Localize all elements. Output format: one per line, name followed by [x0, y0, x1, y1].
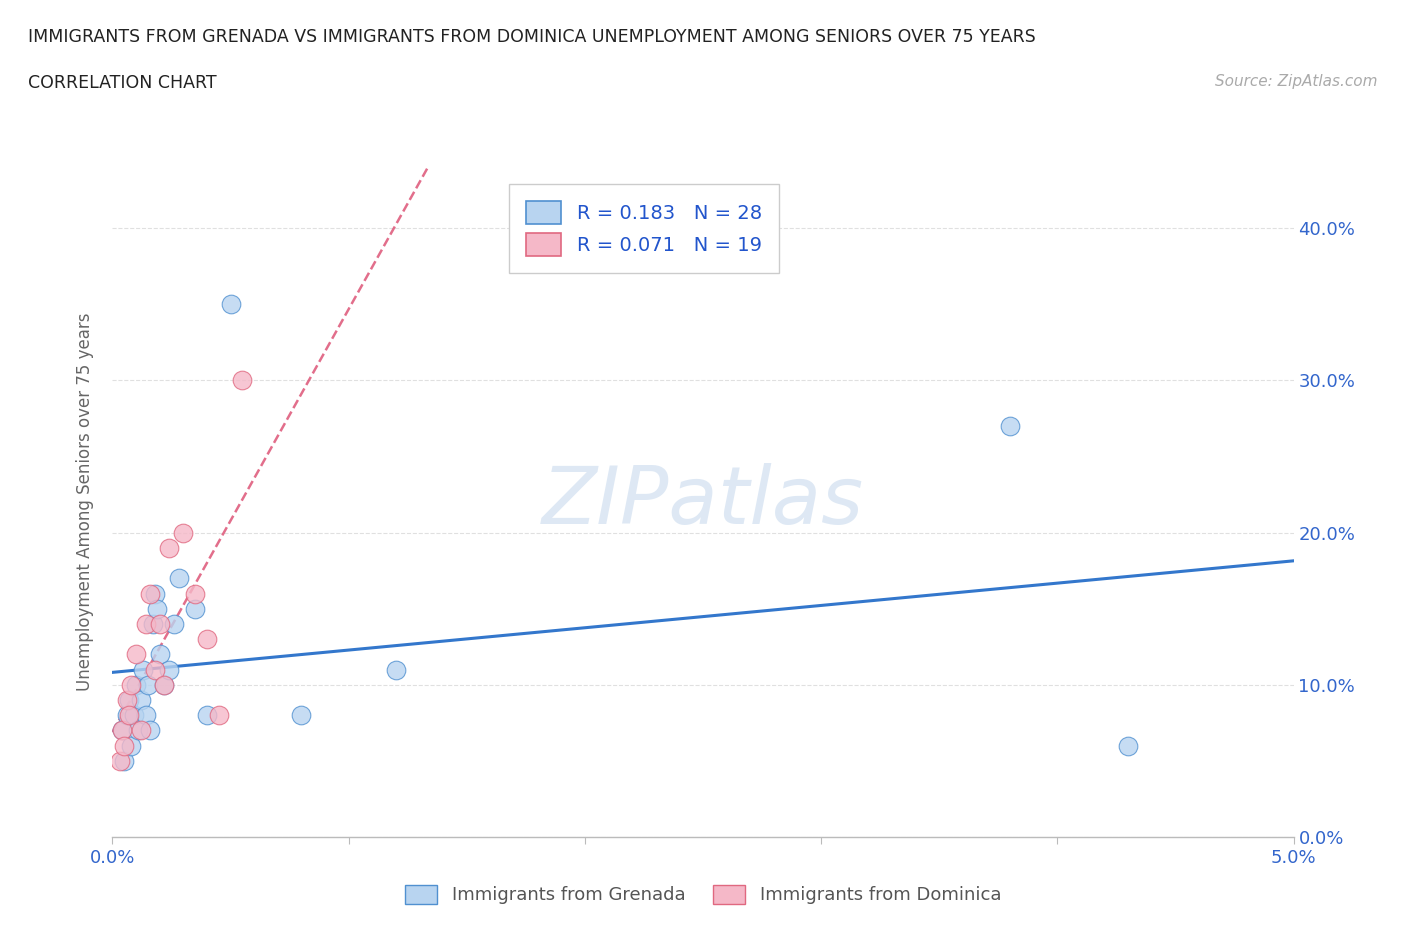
- Point: [385, 662, 408, 677]
- Point: [135, 708, 157, 723]
- Point: [172, 525, 194, 540]
- Point: [118, 693, 141, 708]
- Point: [195, 708, 218, 723]
- Point: [143, 586, 166, 601]
- Point: [139, 723, 162, 737]
- Point: [219, 297, 242, 312]
- Point: [153, 677, 176, 692]
- Point: [132, 662, 155, 677]
- Point: [112, 753, 135, 768]
- Legend: R = 0.183   N = 28, R = 0.071   N = 19: R = 0.183 N = 28, R = 0.071 N = 19: [509, 184, 779, 273]
- Point: [122, 708, 145, 723]
- Point: [139, 586, 162, 601]
- Point: [143, 662, 166, 677]
- Text: CORRELATION CHART: CORRELATION CHART: [28, 74, 217, 92]
- Point: [146, 602, 169, 617]
- Point: [112, 738, 135, 753]
- Point: [108, 753, 131, 768]
- Point: [111, 723, 134, 737]
- Text: ZIPatlas: ZIPatlas: [541, 463, 865, 541]
- Point: [163, 617, 186, 631]
- Point: [998, 418, 1021, 433]
- Point: [136, 677, 159, 692]
- Point: [184, 586, 207, 601]
- Point: [115, 693, 138, 708]
- Point: [184, 602, 207, 617]
- Point: [153, 677, 176, 692]
- Point: [129, 723, 152, 737]
- Point: [118, 708, 141, 723]
- Point: [120, 677, 142, 692]
- Point: [142, 617, 165, 631]
- Point: [208, 708, 231, 723]
- Point: [125, 677, 148, 692]
- Point: [231, 373, 253, 388]
- Point: [157, 540, 180, 555]
- Text: Source: ZipAtlas.com: Source: ZipAtlas.com: [1215, 74, 1378, 89]
- Point: [111, 723, 134, 737]
- Point: [290, 708, 312, 723]
- Point: [157, 662, 180, 677]
- Point: [129, 693, 152, 708]
- Text: IMMIGRANTS FROM GRENADA VS IMMIGRANTS FROM DOMINICA UNEMPLOYMENT AMONG SENIORS O: IMMIGRANTS FROM GRENADA VS IMMIGRANTS FR…: [28, 28, 1036, 46]
- Point: [149, 617, 172, 631]
- Point: [135, 617, 157, 631]
- Point: [120, 738, 142, 753]
- Point: [115, 708, 138, 723]
- Legend: Immigrants from Grenada, Immigrants from Dominica: Immigrants from Grenada, Immigrants from…: [398, 877, 1008, 911]
- Point: [167, 571, 190, 586]
- Y-axis label: Unemployment Among Seniors over 75 years: Unemployment Among Seniors over 75 years: [76, 313, 94, 691]
- Point: [125, 647, 148, 662]
- Point: [195, 631, 218, 646]
- Point: [127, 723, 149, 737]
- Point: [1116, 738, 1139, 753]
- Point: [149, 647, 172, 662]
